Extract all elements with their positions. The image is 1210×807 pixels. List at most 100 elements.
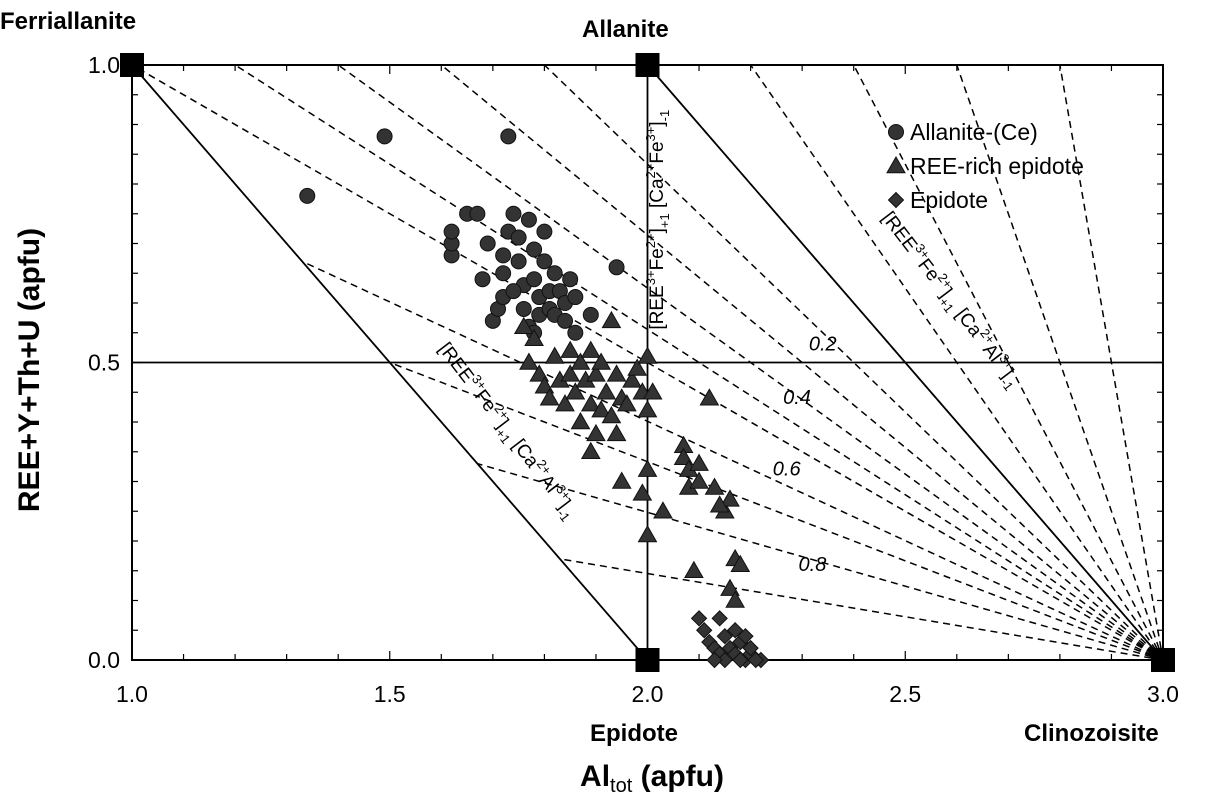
ree-epidote-point [709, 495, 730, 513]
x-tick-label: 1.5 [374, 681, 406, 707]
ree-epidote-point [627, 358, 648, 376]
allanite-point [299, 187, 316, 204]
allanite-point [376, 128, 393, 145]
ree-epidote-point [699, 388, 720, 406]
ree-epidote-point [637, 400, 658, 418]
ree-epidote-point [642, 382, 663, 400]
exchange-vector-label: [REE3+Fe2+]+1 [Ca2+Al3+]-1 [874, 206, 1027, 394]
allanite-point [526, 241, 543, 258]
ree-epidote-point [606, 364, 627, 382]
epidote-point [695, 622, 713, 639]
dashed-isopleth-line [853, 64, 1164, 661]
epidote-point [711, 610, 728, 627]
x-tick-label: 2.0 [632, 681, 664, 707]
exchange-vector-superscript: +1 [657, 213, 672, 228]
ree-epidote-point [534, 376, 555, 394]
ree-epidote-point [637, 525, 658, 543]
ree-epidote-point [637, 346, 658, 364]
legend-label: Allanite-(Ce) [910, 119, 1038, 145]
legend-label: Epidote [910, 187, 988, 213]
legend-label: REE-rich epidote [910, 153, 1084, 179]
exchange-vector-segment: ] [647, 121, 668, 126]
legend-marker [888, 124, 904, 140]
legend-marker [886, 155, 906, 174]
ree-epidote-point [617, 394, 637, 412]
epidote-point [737, 627, 754, 645]
x-axis-title-sub: tot [610, 775, 633, 797]
exchange-vector-superscript: +1 [492, 426, 513, 447]
ree-epidote-point [591, 400, 611, 418]
allanite-point [443, 223, 460, 240]
exchange-vector-text: [REE3+Fe2+]+1 [Ca2+Al3+]-1 [874, 206, 1027, 394]
ree-epidote-point [653, 501, 673, 519]
exchange-vector-segment: [Ca [647, 178, 668, 213]
exchange-vector-segment: Fe [647, 141, 668, 163]
vertex-label-epidote: Epidote [590, 720, 678, 747]
exchange-vector-superscript: 3+ [469, 372, 490, 393]
exchange-vector-label: [REE3+Fe2+]+1 [Ca2+Fe3+]-1 [643, 110, 672, 330]
ree-epidote-point [689, 453, 709, 471]
epidote-point [732, 651, 749, 669]
exchange-vector-superscript: 2+ [935, 270, 956, 291]
allanite-point [526, 271, 543, 288]
exchange-vector-label: [REE3+Fe2+]+1 [Ca2+Al3+]-1 [431, 337, 584, 525]
exchange-vector-superscript: 2+ [643, 233, 658, 248]
ree-epidote-point [570, 352, 591, 370]
exchange-vector-superscript: 3+ [996, 351, 1017, 372]
allanite-point [510, 229, 527, 246]
exchange-vector-superscript: -1 [657, 110, 672, 122]
ree-epidote-point [580, 394, 601, 412]
exchange-vector-superscript: 2+ [643, 164, 658, 179]
legend: Allanite-(Ce) REE-rich epidote Epidote [886, 119, 1084, 213]
exchange-vector-text: [REE3+Fe2+]+1 [Ca2+Fe3+]-1 [643, 110, 672, 330]
ree-epidote-point [632, 483, 653, 501]
exchange-vector-superscript: 3+ [643, 127, 658, 142]
ree-epidote-point [586, 423, 606, 442]
ree-epidote-point [606, 423, 627, 442]
dashed-isopleth-line [389, 361, 1164, 661]
epidote-point [742, 639, 759, 657]
isopleth-label: 0.8 [799, 554, 827, 576]
exchange-vector-text: [REE3+Fe2+]+1 [Ca2+Al3+]-1 [431, 337, 584, 525]
ree-epidote-point [560, 340, 581, 358]
ree-epidote-point [601, 310, 622, 329]
ree-epidote-point [611, 471, 632, 489]
epidote-point [716, 627, 734, 645]
ree-epidote-point [586, 364, 606, 382]
end-member-marker [635, 53, 660, 77]
legend-marker [887, 191, 905, 209]
allanite-point [536, 253, 553, 270]
ree-epidote-point [519, 352, 539, 370]
ree-epidote-point [689, 471, 709, 489]
exchange-vector-superscript: 3+ [553, 482, 574, 503]
exchange-vector-segment: ] [647, 228, 668, 233]
ree-epidote-point [725, 590, 745, 608]
y-axis-title: REE+Y+Th+U (apfu) [13, 227, 46, 513]
vertex-label-clinozoisite: Clinozoisite [1024, 720, 1159, 747]
ree-epidote-point [730, 554, 751, 573]
allanite-point [474, 271, 491, 288]
exchange-vector-superscript: 2+ [534, 457, 555, 478]
isopleth-label: 0.2 [809, 334, 837, 356]
y-tick-label: 0.5 [88, 350, 120, 376]
y-tick-label: 1.0 [88, 52, 120, 78]
ree-epidote-point [513, 316, 534, 335]
vertex-label-allanite: Allanite [582, 16, 669, 43]
ree-epidote-point [596, 382, 617, 400]
ree-epidote-point [601, 406, 622, 424]
ree-epidote-point [555, 394, 575, 412]
dashed-isopleth-line [131, 64, 1164, 661]
dashed-isopleth-line [477, 462, 1164, 661]
end-member-marker [1151, 648, 1175, 672]
x-axis-title-unit: (apfu) [640, 760, 724, 793]
x-axis-title-main: Al [580, 760, 611, 793]
ree-epidote-point [539, 388, 560, 406]
allanite-point [479, 235, 496, 252]
epidote-point [747, 651, 764, 669]
ree-epidote-point [580, 340, 601, 358]
ree-epidote-point [637, 459, 658, 477]
ree-epidote-point [565, 382, 586, 400]
allanite-point [500, 128, 517, 145]
end-member-marker [635, 648, 660, 672]
